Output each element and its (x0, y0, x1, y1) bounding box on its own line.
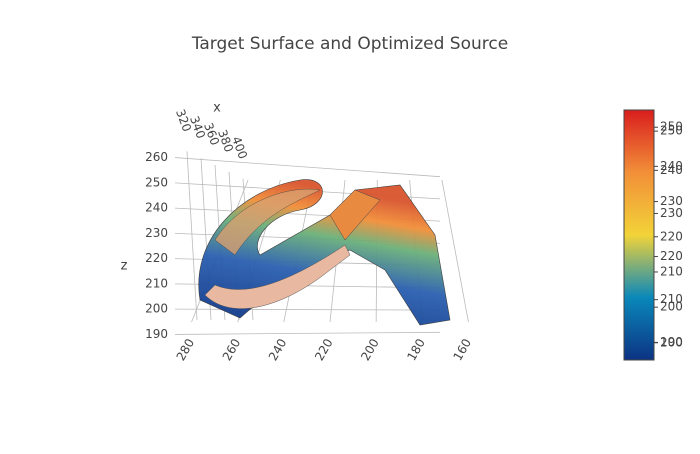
x-tick-label: 400 (229, 135, 250, 161)
grid-line (186, 151, 198, 321)
grid-line (441, 179, 469, 323)
colorbar-tick-label: 210 (660, 264, 683, 278)
grid-line (174, 308, 441, 311)
colorbar-tick-label: 210 (660, 292, 683, 306)
colorbar (623, 109, 655, 361)
colorbar-tick-label: 250 (660, 124, 683, 138)
y-tick-label: 180 (404, 336, 428, 363)
x-axis-label: x (213, 101, 221, 116)
chart-title: Target Surface and Optimized Source (191, 34, 508, 54)
y-tick-label: 240 (266, 336, 290, 363)
surface (198, 179, 451, 326)
z-tick-label: 200 (145, 302, 168, 316)
z-tick-label: 260 (145, 150, 168, 164)
colorbar-tick-label: 200 (660, 300, 683, 314)
colorbar-tick-label: 240 (660, 163, 683, 177)
colorbar-tick-label: 190 (660, 335, 683, 349)
y-tick-label: 220 (312, 336, 336, 363)
z-tick-label: 250 (145, 175, 168, 189)
z-tick-label: 210 (145, 276, 168, 290)
colorbar-tick-label: 250 (660, 120, 683, 134)
colorbar-tick-label: 220 (660, 229, 683, 243)
colorbar-tick-label: 240 (660, 159, 683, 173)
z-tick-label: 220 (145, 251, 168, 265)
colorbar-tick-label: 220 (660, 249, 683, 263)
grid-line (174, 331, 441, 335)
y-tick-label: 280 (174, 336, 198, 363)
z-tick-label: 190 (145, 327, 168, 341)
colorbar-tick-label: 200 (660, 335, 683, 349)
y-tick-label: 260 (220, 336, 244, 363)
z-axis-label: z (121, 259, 128, 274)
z-tick-label: 230 (145, 226, 168, 240)
grid-line (174, 157, 441, 178)
y-tick-label: 200 (358, 336, 382, 363)
z-tick-label: 240 (145, 201, 168, 215)
y-tick-label: 160 (451, 336, 475, 363)
colorbar-tick-label: 230 (660, 206, 683, 220)
colorbar-tick-label: 230 (660, 194, 683, 208)
